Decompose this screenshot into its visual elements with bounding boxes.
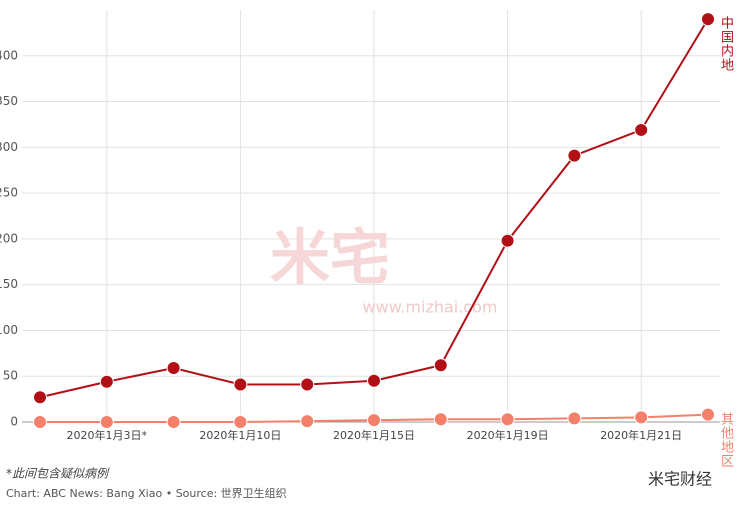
data-point <box>500 412 515 427</box>
footnote: *此间包含疑似病例 <box>6 467 110 481</box>
y-tick-label: 400 <box>0 48 18 62</box>
y-tick-label: 350 <box>0 94 18 108</box>
y-tick-label: 200 <box>0 231 18 245</box>
data-point <box>634 410 649 425</box>
data-point <box>367 373 381 388</box>
watermark: 米宅 <box>270 224 390 294</box>
data-point <box>367 413 381 428</box>
watermark: 米宅财经 <box>648 470 712 489</box>
watermark: www.mizhai.com <box>363 298 498 317</box>
data-point <box>166 415 181 429</box>
x-tick-label: 2020年1月19日 <box>467 428 549 442</box>
data-point <box>567 411 582 426</box>
y-tick-label: 0 <box>10 415 18 429</box>
data-point <box>300 377 315 392</box>
y-tick-label: 300 <box>0 140 18 154</box>
data-point <box>433 412 448 427</box>
data-point <box>701 407 715 422</box>
data-point <box>233 415 248 429</box>
source: Chart: ABC News: Bang Xiao • Source: 世界卫… <box>6 486 287 500</box>
data-point <box>300 414 315 429</box>
y-tick-label: 100 <box>0 323 18 337</box>
series-label: 中国内地 <box>718 16 733 72</box>
data-point <box>433 358 448 373</box>
data-point <box>233 377 248 392</box>
data-point <box>99 374 114 389</box>
data-point <box>33 390 47 405</box>
data-point <box>33 415 47 429</box>
x-tick-label: 2020年1月10日 <box>199 428 281 442</box>
data-point <box>701 12 715 27</box>
x-tick-label: 2020年1月3日* <box>67 428 148 442</box>
y-tick-label: 250 <box>0 186 18 200</box>
data-point <box>500 233 515 248</box>
data-point <box>166 360 181 375</box>
series-label: 其他地区 <box>718 412 733 468</box>
x-tick-label: 2020年1月21日 <box>600 428 682 442</box>
data-point <box>567 148 582 163</box>
x-tick-label: 2020年1月15日 <box>333 428 415 442</box>
data-point <box>99 415 114 429</box>
data-point <box>634 122 649 137</box>
y-tick-label: 150 <box>0 277 18 291</box>
y-tick-label: 50 <box>3 369 18 383</box>
